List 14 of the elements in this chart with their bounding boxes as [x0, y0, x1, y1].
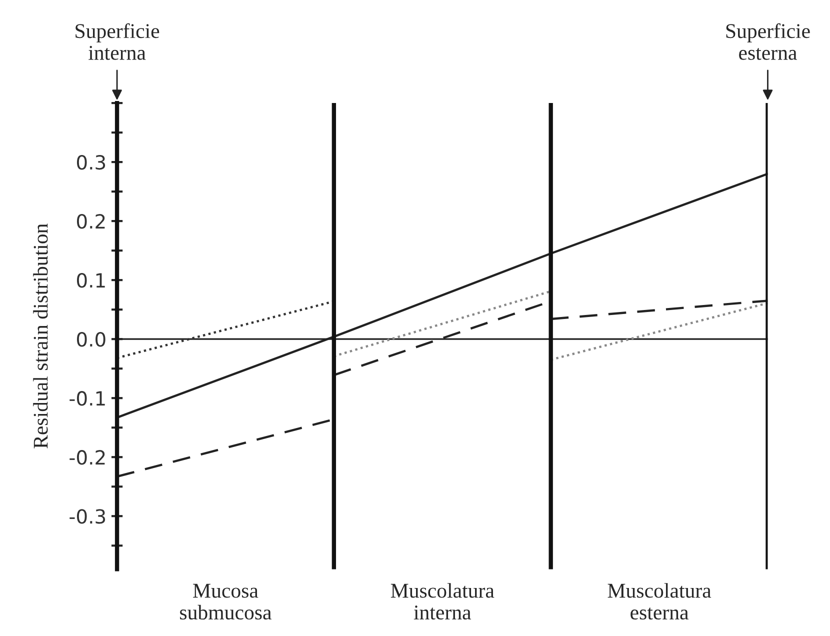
y-tick-label: -0.1 [70, 391, 105, 406]
line-series [117, 172, 768, 419]
y-tick-label: 0.3 [76, 155, 106, 170]
y-tick-label: -0.2 [70, 450, 105, 465]
text: Muscolatura esterna [608, 583, 712, 620]
text: Mucosa submucosa [180, 584, 272, 620]
y-tick-label: 0.0 [76, 332, 106, 347]
y-tick-label: 0.2 [76, 214, 105, 229]
y-axis-title: Residual strain distribution [33, 224, 48, 448]
y-tick-label: 0.1 [76, 273, 105, 288]
text: Muscolatura interna [390, 583, 494, 620]
text: Superficie interna [76, 23, 160, 60]
y-tick-label: -0.3 [70, 509, 106, 524]
text: Superficie esterna [726, 23, 810, 60]
